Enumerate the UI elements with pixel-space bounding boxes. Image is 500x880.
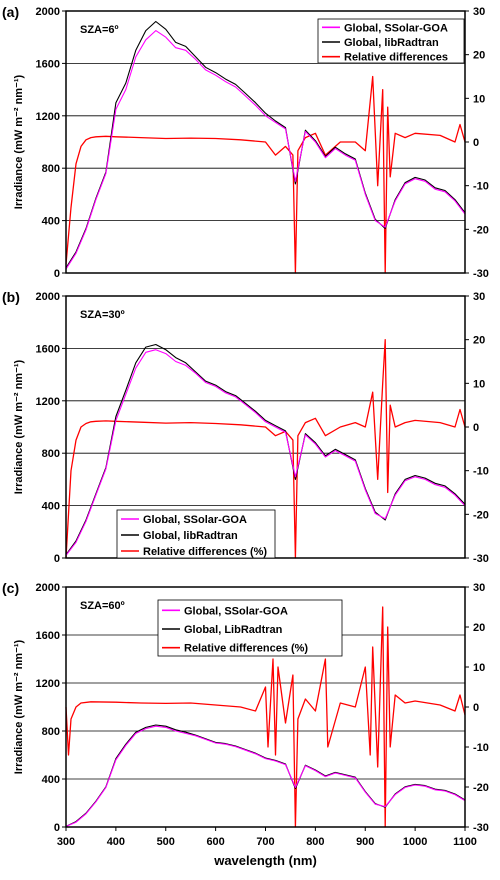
sza-annotation: SZA=60º <box>80 600 125 612</box>
panel-label: (c) <box>2 580 19 596</box>
series-line-ssolar <box>65 30 466 270</box>
chart-panel-1: 0 400 800 1200 1600 2000 -30 -20 -10 0 10 20 30 (a) SZ… <box>2 4 489 280</box>
x-tick-label: 900 <box>356 836 374 848</box>
chart-panel-3: 0 400 800 1200 1600 2000 -30 -20 -10 0 10 20 30 300 40… <box>2 580 489 868</box>
right-tick-label: 10 <box>473 93 485 105</box>
right-tick-label: 10 <box>473 662 485 674</box>
right-tick-label: 30 <box>473 6 485 18</box>
legend-label: Relative differences <box>344 52 448 64</box>
legend-label: Relative differences (%) <box>184 643 308 655</box>
series-line-reldiff <box>65 606 466 828</box>
series-line-libradtran <box>65 343 466 556</box>
chart-panel-2: 0 400 800 1200 1600 2000 -30 -20 -10 0 10 20 30 (b) SZ… <box>2 289 489 565</box>
legend: Global, SSolar-GOA Global, libRadtran Rela… <box>317 18 465 64</box>
left-tick-label: 400 <box>42 774 60 786</box>
legend-box <box>116 509 276 559</box>
x-tick-label: 1100 <box>453 836 477 848</box>
right-tick-label: -10 <box>473 742 489 754</box>
legend: Global, SSolar-GOA Global, LibRadtran Rela… <box>157 599 343 657</box>
x-tick-label: 700 <box>256 836 274 848</box>
left-tick-label: 1600 <box>36 58 60 70</box>
left-tick-label: 2000 <box>36 6 60 18</box>
legend: Global, SSolar-GOA Global, libRadtran Rela… <box>116 509 276 559</box>
series-line-ssolar <box>65 725 466 827</box>
y-axis-label: Irradiance (mW m⁻² nm⁻¹) <box>13 359 25 494</box>
left-tick-label: 1200 <box>36 678 60 690</box>
left-tick-label: 0 <box>54 553 60 565</box>
left-tick-label: 2000 <box>36 582 60 594</box>
y-axis-label: Irradiance (mW m⁻² nm⁻¹) <box>13 639 25 774</box>
left-tick-label: 1200 <box>36 396 60 408</box>
series-line-reldiff <box>65 75 466 274</box>
right-tick-label: -20 <box>473 782 489 794</box>
series-line-libradtran <box>65 724 466 827</box>
x-tick-label: 1000 <box>403 836 427 848</box>
legend-label: Global, libRadtran <box>143 530 238 542</box>
right-tick-label: 10 <box>473 378 485 390</box>
right-tick-label: 20 <box>473 335 485 347</box>
panel-label: (a) <box>2 4 19 20</box>
right-tick-label: 20 <box>473 622 485 634</box>
left-tick-label: 400 <box>42 501 60 513</box>
series-line-libradtran <box>65 20 466 269</box>
right-tick-label: -30 <box>473 822 489 834</box>
right-tick-label: -20 <box>473 224 489 236</box>
left-tick-label: 400 <box>42 216 60 228</box>
left-tick-label: 1600 <box>36 343 60 355</box>
legend-label: Global, libRadtran <box>344 37 439 49</box>
right-tick-label: 30 <box>473 582 485 594</box>
y-axis-label: Irradiance (mW m⁻² nm⁻¹) <box>13 74 25 209</box>
x-axis-label: wavelength (nm) <box>213 853 317 868</box>
legend-label: Global, SSolar-GOA <box>344 22 448 34</box>
sza-annotation: SZA=30º <box>80 309 125 321</box>
right-tick-label: -30 <box>473 268 489 280</box>
series-line-ssolar <box>65 349 466 556</box>
legend-box <box>317 18 465 64</box>
series-line-reldiff <box>65 339 466 559</box>
x-tick-label: 400 <box>107 836 125 848</box>
legend-label: Relative differences (%) <box>143 546 267 558</box>
left-tick-label: 1600 <box>36 630 60 642</box>
right-tick-label: -10 <box>473 181 489 193</box>
legend-box <box>157 599 343 657</box>
left-tick-label: 800 <box>42 448 60 460</box>
legend-label: Global, SSolar-GOA <box>143 514 247 526</box>
right-tick-label: 30 <box>473 291 485 303</box>
left-tick-label: 0 <box>54 822 60 834</box>
right-tick-label: 0 <box>473 422 479 434</box>
legend-label: Global, SSolar-GOA <box>184 605 288 617</box>
sza-annotation: SZA=6º <box>80 24 119 36</box>
left-tick-label: 800 <box>42 163 60 175</box>
left-tick-label: 800 <box>42 726 60 738</box>
right-tick-label: 0 <box>473 702 479 714</box>
left-tick-label: 2000 <box>36 291 60 303</box>
x-tick-label: 500 <box>157 836 175 848</box>
right-tick-label: -30 <box>473 553 489 565</box>
left-tick-label: 0 <box>54 268 60 280</box>
legend-label: Global, LibRadtran <box>184 624 283 636</box>
x-tick-label: 800 <box>306 836 324 848</box>
x-tick-label: 600 <box>206 836 224 848</box>
right-tick-label: -10 <box>473 466 489 478</box>
right-tick-label: -20 <box>473 509 489 521</box>
right-tick-label: 0 <box>473 137 479 149</box>
right-tick-label: 20 <box>473 50 485 62</box>
left-tick-label: 1200 <box>36 111 60 123</box>
panel-label: (b) <box>2 289 20 305</box>
x-tick-label: 300 <box>57 836 75 848</box>
